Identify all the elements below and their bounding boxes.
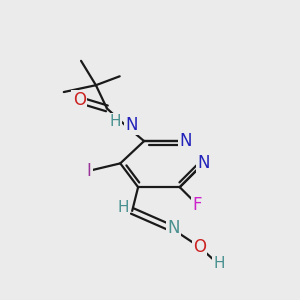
Text: N: N bbox=[179, 132, 192, 150]
Text: F: F bbox=[193, 196, 202, 214]
Text: N: N bbox=[197, 154, 210, 172]
Text: O: O bbox=[73, 91, 86, 109]
Text: N: N bbox=[125, 116, 137, 134]
Text: H: H bbox=[110, 114, 121, 129]
Text: H: H bbox=[214, 256, 225, 271]
Text: I: I bbox=[87, 162, 92, 180]
Text: O: O bbox=[193, 238, 206, 256]
Text: N: N bbox=[167, 219, 179, 237]
Text: H: H bbox=[118, 200, 129, 215]
